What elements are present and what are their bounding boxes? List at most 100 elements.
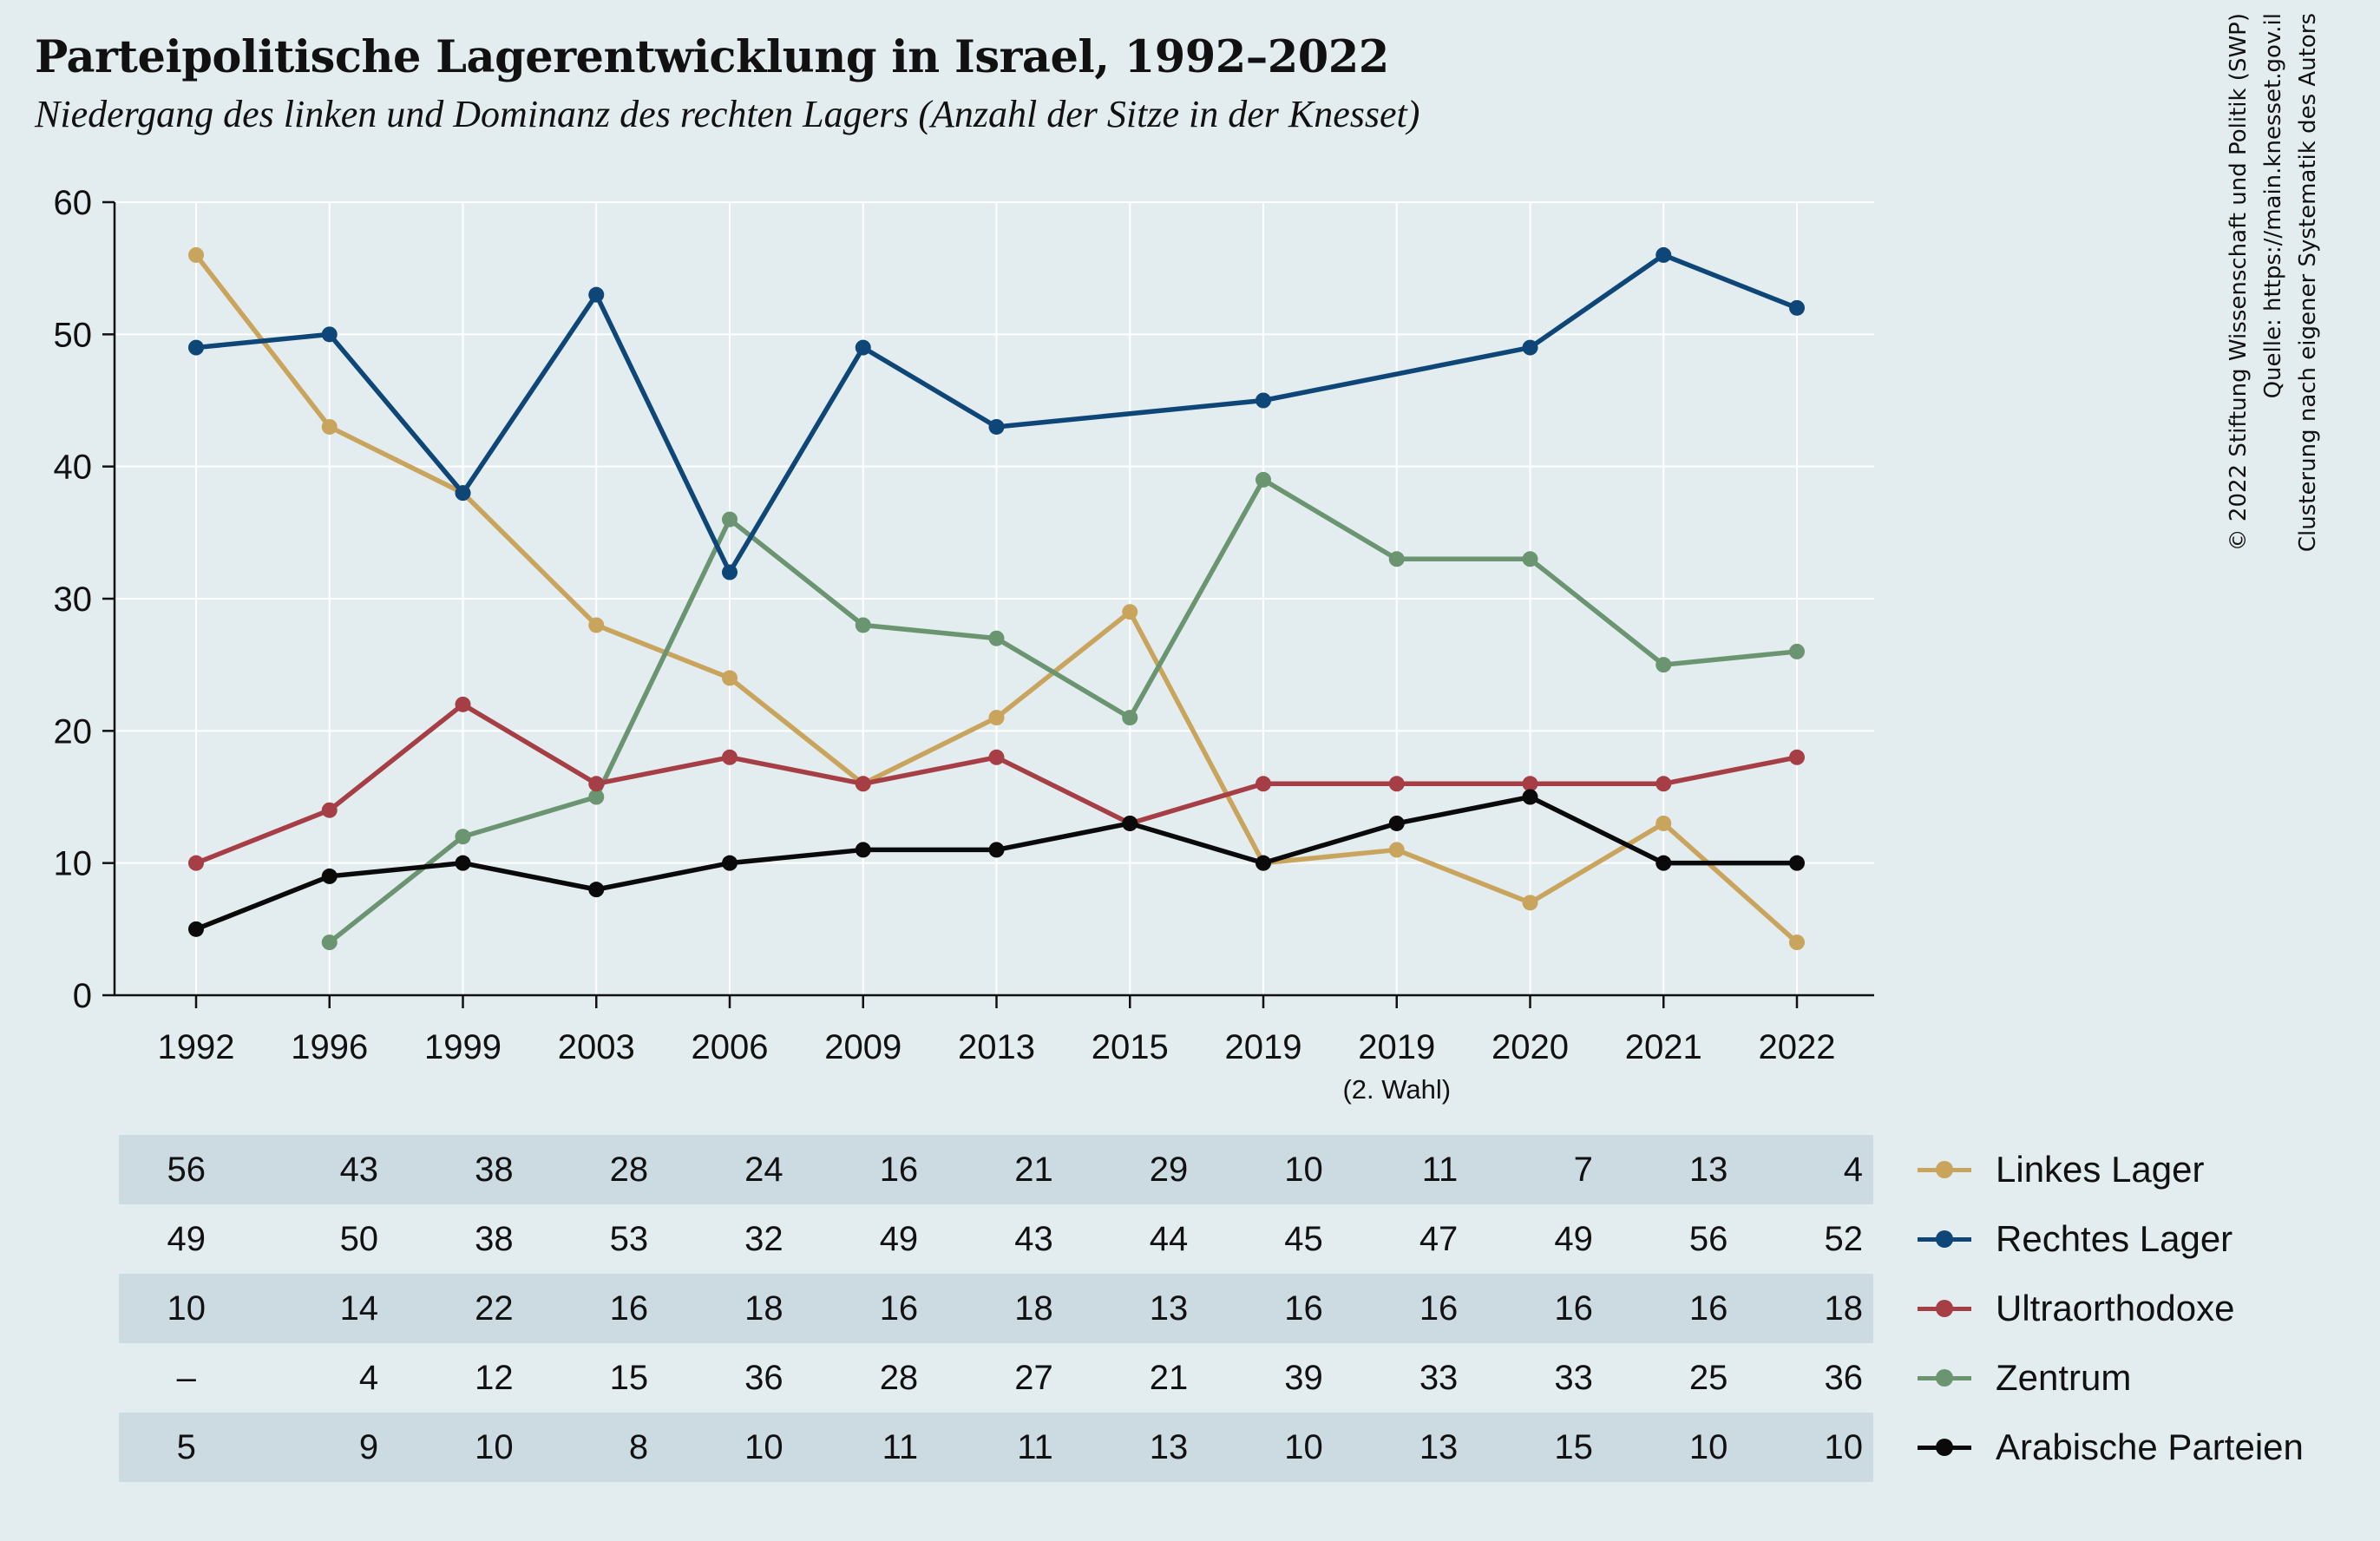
table-cell: 43: [253, 1135, 390, 1204]
x-tick-label: 2006: [692, 1028, 769, 1066]
data-point: [855, 842, 871, 858]
data-point: [1522, 551, 1538, 567]
legend-swatch-icon: [1918, 1230, 1971, 1248]
series-rechtes-lager: [188, 246, 1805, 580]
table-cell: 38: [475, 1219, 514, 1258]
table-cell: 10: [659, 1413, 794, 1482]
data-point: [722, 670, 738, 686]
legend-label: Ultraorthodoxe: [1996, 1288, 2235, 1328]
x-tick-label: 2003: [558, 1028, 635, 1066]
table-cell: 52: [1824, 1219, 1864, 1258]
legend-item: Arabische Parteien: [1918, 1413, 2304, 1482]
data-point: [855, 339, 871, 356]
table-cell: 9: [253, 1413, 390, 1482]
data-point: [1789, 299, 1805, 316]
table-cell: 18: [659, 1274, 794, 1343]
table-cell: 16: [523, 1274, 659, 1343]
data-point: [1522, 776, 1538, 792]
data-point: [1522, 339, 1538, 356]
data-point: [188, 855, 204, 871]
table-row: 56 43 38 28 24 16 21 29 10 11 7 13 4: [119, 1135, 1873, 1204]
table-cell: 10: [389, 1413, 524, 1482]
legend-label: Zentrum: [1996, 1357, 2132, 1398]
table-cell: 50: [339, 1219, 379, 1258]
data-point: [1388, 551, 1405, 567]
data-point: [1656, 657, 1672, 673]
data-point: [855, 617, 871, 633]
data-point: [1789, 643, 1805, 659]
x-tick-label: 1999: [424, 1028, 502, 1066]
table-cell: 13: [1603, 1135, 1739, 1204]
y-tick-label: 20: [54, 712, 93, 751]
table-cell: 56: [1688, 1219, 1728, 1258]
data-point: [1388, 842, 1405, 858]
data-table: 56 43 38 28 24 16 21 29 10 11 7 13 4 49 50 38 53 32 49 43 44…: [119, 1135, 1873, 1482]
table-cell: 49: [879, 1219, 919, 1258]
data-point: [1122, 604, 1138, 620]
data-point: [1789, 749, 1805, 765]
data-point: [188, 339, 204, 356]
source-note: Quelle: https://main.knesset.gov.il: [2260, 13, 2286, 399]
table-cell: 28: [879, 1358, 919, 1397]
table-cell: 11: [928, 1413, 1064, 1482]
data-point: [321, 802, 338, 818]
data-point: [722, 564, 738, 580]
data-point: [1256, 471, 1271, 488]
x-tick-label: 2013: [958, 1028, 1035, 1066]
table-row: 49 50 38 53 32 49 43 44 45 47 49 56 52: [119, 1204, 1873, 1274]
table-cell: 13: [1333, 1413, 1469, 1482]
data-point: [1122, 815, 1138, 831]
axes: [102, 200, 1874, 1008]
y-tick-label: 10: [54, 845, 93, 883]
y-tick-label: 40: [54, 449, 93, 487]
legend-swatch-icon: [1918, 1300, 1971, 1317]
legend-label: Linkes Lager: [1996, 1149, 2205, 1190]
table-cell: 49: [167, 1219, 207, 1258]
table-cell: 10: [1603, 1413, 1739, 1482]
copyright-note: © 2022 Stiftung Wissenschaft und Politik…: [2226, 13, 2252, 552]
data-point: [588, 776, 605, 792]
data-point: [588, 286, 605, 303]
x-tick-label: 2021: [1625, 1028, 1702, 1066]
legend: Linkes Lager Rechtes Lager Ultraorthodoxe Z…: [1918, 1135, 2304, 1482]
x-tick-label: 2009: [824, 1028, 902, 1066]
table-cell: 15: [1468, 1413, 1603, 1482]
data-point: [588, 617, 605, 633]
y-tick-label: 50: [54, 316, 93, 354]
data-point: [588, 789, 605, 805]
table-cell: 12: [475, 1358, 514, 1397]
table-cell: 16: [793, 1135, 929, 1204]
table-cell: 10: [1198, 1135, 1334, 1204]
table-cell: 39: [1284, 1358, 1323, 1397]
table-cell: 53: [609, 1219, 649, 1258]
x-tick-label: 2019: [1225, 1028, 1302, 1066]
table-cell: 38: [389, 1135, 524, 1204]
legend-swatch-icon: [1918, 1161, 1971, 1178]
legend-swatch-icon: [1918, 1369, 1971, 1387]
table-cell: 49: [1554, 1219, 1593, 1258]
data-point: [1388, 815, 1405, 831]
data-point: [988, 710, 1005, 726]
data-point: [722, 749, 738, 765]
x-tick-label: 2015: [1092, 1028, 1169, 1066]
series-line: [328, 477, 1798, 945]
data-point: [1122, 710, 1138, 726]
table-cell: 16: [1198, 1274, 1334, 1343]
data-point: [1656, 855, 1672, 871]
x-tick-label: 2019: [1358, 1028, 1435, 1066]
data-point: [455, 485, 471, 502]
data-point: [321, 868, 338, 884]
x-tick-label: 2022: [1759, 1028, 1836, 1066]
table-cell: 56: [119, 1135, 254, 1204]
method-note: Clusterung nach eigener Systematik des A…: [2295, 13, 2321, 553]
x-tick-label: 2020: [1492, 1028, 1569, 1066]
data-point: [455, 855, 471, 871]
table-cell: 24: [659, 1135, 794, 1204]
table-cell: 21: [928, 1135, 1064, 1204]
data-point: [1522, 789, 1538, 805]
x-tick-label: 1992: [158, 1028, 235, 1066]
y-tick-label: 0: [73, 977, 92, 1015]
table-row: – 4 12 15 36 28 27 21 39 33 33 25 36: [119, 1343, 1873, 1413]
data-point: [455, 696, 471, 712]
data-point: [321, 934, 338, 951]
